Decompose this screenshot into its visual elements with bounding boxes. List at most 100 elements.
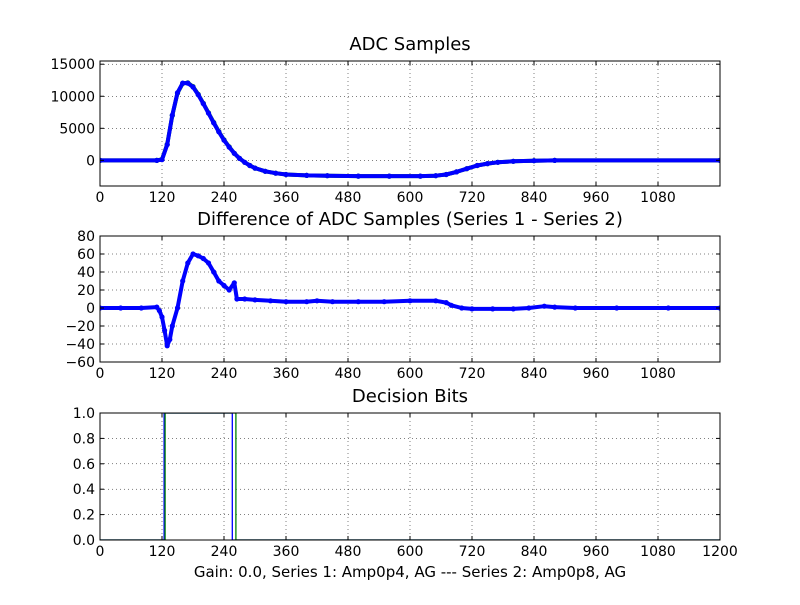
data-point [314,298,320,304]
data-point [156,308,162,314]
data-point [162,327,168,334]
x-tick-label: 840 [521,366,548,382]
data-point [247,162,253,169]
data-point [167,336,173,343]
data-point [231,150,237,156]
data-point [154,157,160,163]
data-point [572,305,578,311]
data-point [174,305,181,311]
data-point [453,169,460,175]
x-tick-label: 360 [273,366,300,382]
data-point [329,299,336,305]
data-point [180,80,186,86]
x-tick-label: 960 [583,544,610,560]
data-point [459,305,465,311]
x-tick-label: 0 [96,190,105,206]
data-point [164,142,170,148]
plot-area [100,61,720,186]
chart-1: 0 120 240 360 480 600 720 840 960 1080 0 5000 10000 1… [50,34,721,206]
y-tick-label: 15000 [50,57,95,73]
x-tick-label: 120 [149,366,176,382]
data-point [164,343,170,349]
data-point [226,144,232,150]
data-point [355,299,361,305]
y-tick-label: 0.0 [73,533,95,549]
data-point [614,305,620,311]
data-point [226,287,232,293]
data-point [195,253,201,259]
data-point [221,282,227,289]
y-tick-label: 0 [86,301,95,317]
data-point [381,299,387,305]
x-axis-label: Gain: 0.0, Series 1: Amp0p4, AG --- Seri… [194,563,626,581]
data-point [252,165,258,171]
x-tick-label: 1200 [702,544,738,560]
data-point [211,120,217,126]
data-point [236,155,243,161]
data-point [510,158,516,164]
x-tick-label: 1080 [640,544,676,560]
chart-title: Difference of ADC Samples (Series 1 - Se… [197,209,623,230]
data-point [138,305,144,311]
data-point [484,161,491,167]
data-point [180,278,186,284]
y-tick-label: 5000 [59,121,95,137]
data-point [433,298,439,304]
y-tick-label: −40 [65,337,95,353]
data-point [234,296,240,302]
y-tick-label: 40 [77,265,95,281]
data-point [216,278,222,284]
y-tick-label: 1.0 [73,406,95,422]
x-tick-label: 840 [521,190,548,206]
y-tick-label: 0.2 [73,508,95,524]
x-tick-label: 1080 [640,190,676,206]
x-tick-label: 240 [211,544,238,560]
x-tick-label: 600 [397,190,424,206]
data-point [443,171,449,178]
data-point [304,299,310,305]
y-tick-label: 0.4 [73,482,95,498]
x-tick-label: 720 [459,544,486,560]
x-tick-label: 0 [96,366,105,382]
chart-3: 0 120 240 360 480 600 720 840 960 1080 1200 0.0 0.2 0… [73,386,738,581]
x-tick-label: 480 [335,190,362,206]
data-point [273,170,279,176]
y-tick-label: 20 [77,283,95,299]
y-tick-label: −20 [65,319,95,335]
x-tick-label: 240 [211,366,238,382]
y-tick-label: 0 [86,153,95,169]
x-tick-label: 600 [397,366,424,382]
x-tick-label: 960 [583,190,610,206]
data-point [159,314,165,320]
x-tick-label: 600 [397,544,424,560]
data-point [205,110,212,116]
data-point [169,112,175,118]
data-point [174,90,181,96]
plot-area [100,413,720,540]
data-point [216,129,222,135]
data-point [118,305,124,311]
chart-title: ADC Samples [349,34,470,55]
data-point [448,302,454,308]
x-tick-label: 720 [459,366,486,382]
data-point [195,92,201,98]
x-tick-label: 960 [583,366,610,382]
data-point [205,260,212,266]
data-point [190,251,196,257]
series-group [100,80,720,179]
data-point [324,173,330,179]
data-point [474,162,480,169]
data-point [200,101,206,107]
y-tick-label: 10000 [50,89,95,105]
data-point [443,300,449,306]
data-point [552,157,558,163]
data-point [159,157,165,163]
data-point [407,298,413,304]
data-point [242,159,248,165]
data-point [283,299,289,305]
x-tick-label: 720 [459,190,486,206]
data-point [252,297,258,303]
data-point [283,171,289,178]
